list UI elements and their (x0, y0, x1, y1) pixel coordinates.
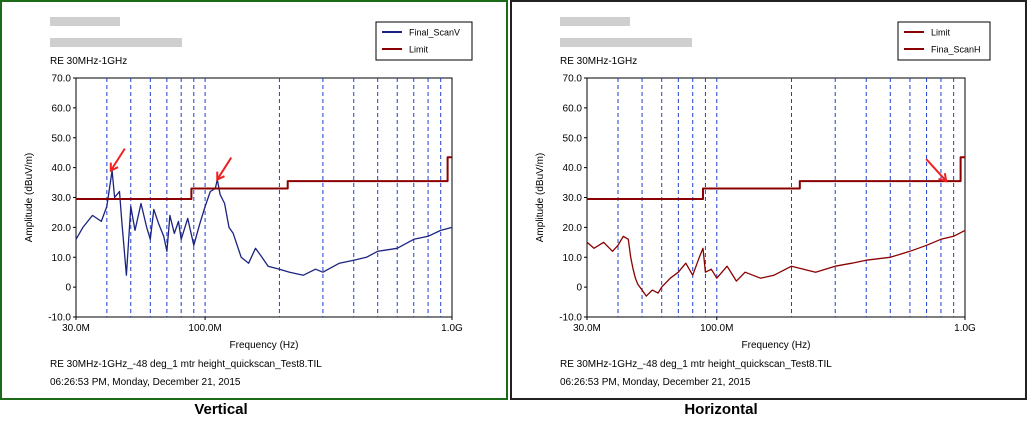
y-tick-label: 30.0 (563, 193, 583, 204)
x-tick-label: 30.0M (62, 323, 90, 334)
y-tick-label: 30.0 (52, 193, 72, 204)
legend-label: Limit (931, 28, 951, 38)
x-tick-label: 30.0M (573, 323, 601, 334)
x-tick-label: 100.0M (188, 323, 221, 334)
y-tick-label: 10.0 (52, 253, 72, 264)
y-axis-label: Amplitude (dBuV/m) (535, 153, 546, 242)
y-tick-label: 0 (65, 283, 71, 294)
arrow-head (938, 173, 948, 183)
logo-mark-bottom (50, 38, 182, 47)
y-tick-label: 10.0 (563, 253, 583, 264)
footer-filename: RE 30MHz-1GHz_-48 deg_1 mtr height_quick… (50, 359, 322, 370)
chart-subtitle: RE 30MHz-1GHz (50, 56, 127, 67)
y-tick-label: -10.0 (48, 313, 71, 324)
arrow-shaft (925, 158, 947, 182)
y-tick-label: 60.0 (563, 103, 583, 114)
y-tick-label: 70.0 (52, 74, 72, 85)
y-tick-label: 60.0 (52, 103, 72, 114)
peak-arrow-marker (925, 158, 948, 183)
vertical-chart-panel: RE 30MHz-1GHz -10.0 0 10.0 20.0 30.0 40.0 50.0 6… (0, 0, 508, 400)
peak-arrow-marker (109, 148, 126, 173)
footer-filename: RE 30MHz-1GHz_-48 deg_1 mtr height_quick… (560, 359, 832, 370)
y-tick-label: 20.0 (563, 223, 583, 234)
limit-line (587, 156, 965, 200)
y-tick-label: 40.0 (52, 163, 72, 174)
peak-arrow-marker (216, 157, 233, 182)
legend-label: Final_ScanV (409, 28, 460, 38)
x-tick-label: 1.0G (954, 323, 976, 334)
y-tick-label: 20.0 (52, 223, 72, 234)
horizontal-chart-panel: RE 30MHz-1GHz -10.0 0 10.0 20.0 30.0 40.0 50.0 6… (510, 0, 1027, 400)
scan-trace (75, 169, 453, 276)
logo-mark-top (50, 17, 120, 26)
legend-box (375, 21, 473, 61)
y-axis-label: Amplitude (dBuV/m) (24, 153, 35, 242)
arrow-shaft (216, 157, 233, 181)
y-tick-label: 50.0 (52, 133, 72, 144)
arrow-head (216, 171, 225, 182)
vertical-caption: Vertical (194, 401, 248, 418)
x-axis-label: Frequency (Hz) (742, 340, 811, 351)
x-axis-label: Frequency (Hz) (230, 340, 299, 351)
horizontal-caption: Horizontal (684, 401, 758, 418)
x-tick-label: 1.0G (441, 323, 463, 334)
logo-mark-top (560, 17, 630, 26)
y-tick-label: 0 (576, 283, 582, 294)
arrow-head (109, 162, 119, 173)
legend-label: Fina_ScanH (931, 45, 981, 55)
footer-timestamp: 06:26:53 PM, Monday, December 21, 2015 (560, 377, 751, 388)
chart-subtitle: RE 30MHz-1GHz (560, 56, 637, 67)
scan-trace (586, 229, 966, 297)
x-tick-label: 100.0M (700, 323, 733, 334)
limit-line (76, 156, 452, 200)
legend-label: Limit (409, 45, 429, 55)
plot-area (75, 77, 453, 318)
y-tick-label: 70.0 (563, 74, 583, 85)
plot-area (586, 77, 966, 318)
legend-box (897, 21, 991, 61)
footer-timestamp: 06:26:53 PM, Monday, December 21, 2015 (50, 377, 241, 388)
y-tick-label: -10.0 (559, 313, 582, 324)
logo-mark-bottom (560, 38, 692, 47)
y-tick-label: 50.0 (563, 133, 583, 144)
y-tick-label: 40.0 (563, 163, 583, 174)
arrow-shaft (109, 148, 126, 172)
